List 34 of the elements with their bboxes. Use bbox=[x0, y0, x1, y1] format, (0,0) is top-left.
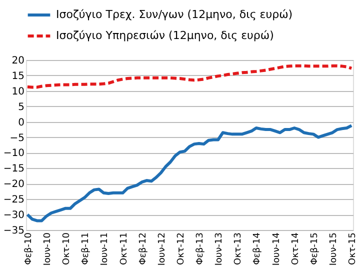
x-tick-label: Ιουν-12 bbox=[157, 232, 168, 266]
y-tick-label: −35 bbox=[3, 226, 24, 236]
legend-label: Ισοζύγιο Υπηρεσιών (12μηνο, δις ευρώ) bbox=[56, 29, 274, 42]
y-tick-label: −25 bbox=[3, 194, 24, 206]
x-tick-label: Οκτ-11 bbox=[119, 232, 130, 266]
x-tick-label: Φεβ-11 bbox=[81, 232, 92, 265]
x-tick-label: Φεβ-14 bbox=[252, 232, 263, 265]
line-series bbox=[26, 64, 354, 89]
x-tick-label: Οκτ-10 bbox=[62, 232, 72, 266]
x-tick-label: Οκτ-12 bbox=[176, 232, 186, 266]
y-tick-label: 15 bbox=[12, 70, 24, 82]
y-tick-label: −30 bbox=[3, 210, 24, 222]
x-tick-label: Ιουν-11 bbox=[100, 232, 110, 266]
x-tick-label: Ιουν-13 bbox=[214, 232, 225, 266]
x-tick-label: Ιουν-10 bbox=[42, 232, 53, 266]
y-tick-label: 10 bbox=[12, 86, 24, 98]
x-tick-label: Ιουν-15 bbox=[329, 232, 340, 266]
y-tick-label: −20 bbox=[3, 179, 24, 190]
y-tick-label: −15 bbox=[3, 164, 24, 175]
x-tick-label: Οκτ-14 bbox=[290, 232, 301, 266]
x-tick-label: Οκτ-13 bbox=[234, 232, 244, 266]
x-tick-label: Φεβ-12 bbox=[138, 232, 148, 265]
x-tick-label: Φεβ-13 bbox=[196, 232, 206, 265]
line-series bbox=[26, 124, 354, 222]
x-tick-label: Οκτ-15 bbox=[348, 232, 358, 266]
x-tick-label: Φεβ-10 bbox=[24, 232, 34, 265]
y-tick-label: 0 bbox=[18, 117, 24, 128]
y-tick-label: −5 bbox=[10, 132, 24, 144]
y-tick-label: 5 bbox=[18, 102, 24, 113]
x-tick-label: Ιουν-14 bbox=[272, 232, 282, 266]
y-tick-label: 20 bbox=[12, 56, 24, 66]
legend-label: Ισοζύγιο Τρεχ. Συν/γων (12μηνο, δις ευρώ) bbox=[56, 8, 293, 21]
y-tick-label: −10 bbox=[3, 148, 24, 160]
x-tick-label: Φεβ-15 bbox=[310, 232, 320, 265]
